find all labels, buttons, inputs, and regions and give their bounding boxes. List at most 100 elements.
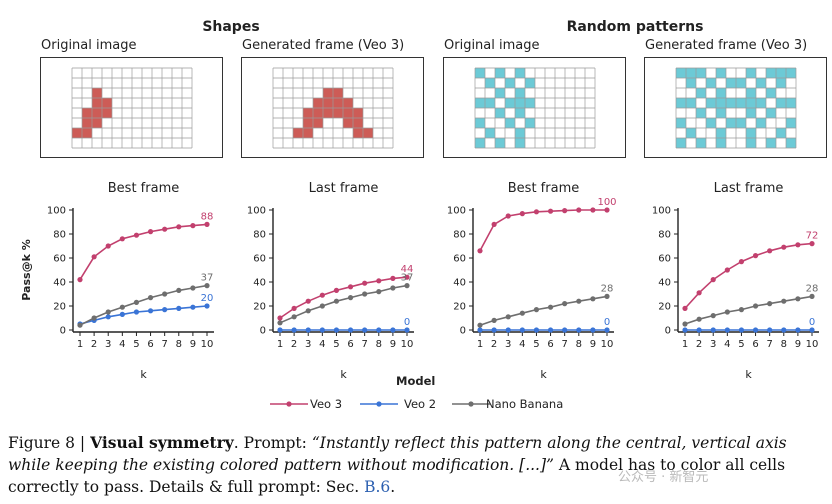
- x-tick-label: 4: [724, 339, 730, 350]
- series-line: [79, 223, 208, 281]
- filled-cell: [505, 118, 515, 128]
- example-caption-1: Original image: [41, 38, 137, 53]
- watermark: 公众号 · 新智元: [618, 470, 709, 485]
- data-point: [105, 243, 111, 249]
- filled-cell: [756, 78, 766, 88]
- chart-last-frame-patterns: Last frame 0 20 40 60 80 100 1 2 3 4 5 6 7 8 9 10 k 72 0 28: [652, 181, 819, 381]
- data-point: [305, 298, 311, 304]
- x-tick-label: 5: [333, 339, 339, 350]
- filled-cell: [696, 88, 706, 98]
- data-point: [291, 305, 297, 311]
- filled-cell: [505, 98, 515, 108]
- filled-cell: [495, 88, 505, 98]
- data-point: [724, 327, 730, 333]
- filled-cell: [686, 78, 696, 88]
- data-point: [190, 285, 196, 291]
- filled-cell: [92, 88, 102, 98]
- chart-last-frame-shapes: Last frame 0 20 40 60 80 100 1 2 3 4 5 6 7 8 9 10 k 44 0 37: [247, 181, 414, 381]
- x-tick-label: 8: [576, 339, 582, 350]
- data-point: [147, 295, 154, 301]
- y-tick-label: 80: [53, 230, 66, 241]
- x-axis-label: k: [140, 368, 147, 381]
- chart-best-frame-shapes: Best frame 0 20 40 60 80 100 1 2 3 4 5 6 7 8 9 10 k Pass@k…: [20, 181, 214, 381]
- data-point: [477, 248, 483, 254]
- filled-cell: [525, 78, 535, 88]
- filled-cell: [475, 138, 485, 148]
- filled-cell: [736, 78, 746, 88]
- x-tick-label: 2: [291, 339, 297, 350]
- filled-cell: [786, 138, 796, 148]
- chart-title: Last frame: [309, 181, 379, 196]
- data-point: [147, 308, 154, 314]
- data-point: [133, 299, 140, 305]
- x-tick-label: 3: [710, 339, 716, 350]
- y-tick-label: 20: [658, 302, 671, 313]
- x-tick-label: 5: [133, 339, 139, 350]
- filled-cell: [776, 78, 786, 88]
- data-point: [305, 308, 311, 314]
- data-point: [533, 307, 540, 313]
- filled-cell: [676, 98, 686, 108]
- example-caption-3: Original image: [444, 38, 540, 53]
- data-point: [190, 223, 196, 229]
- y-tick-label: 40: [53, 278, 66, 289]
- filled-cell: [333, 98, 343, 108]
- y-tick-label: 80: [253, 230, 266, 241]
- data-point: [809, 327, 815, 333]
- data-point: [710, 313, 716, 319]
- filled-cell: [475, 68, 485, 78]
- filled-cell: [515, 138, 525, 148]
- data-point: [162, 226, 168, 232]
- data-point: [562, 208, 568, 214]
- data-point: [319, 292, 325, 298]
- data-point: [533, 327, 540, 333]
- filled-cell: [766, 108, 776, 118]
- legend-label-nano-banana: Nano Banana: [486, 397, 564, 411]
- caption-section-link[interactable]: B.6: [364, 478, 391, 496]
- filled-cell: [726, 78, 736, 88]
- filled-cell: [776, 68, 786, 78]
- x-tick-label: 9: [590, 339, 596, 350]
- filled-cell: [686, 68, 696, 78]
- data-point: [390, 285, 396, 291]
- data-point: [505, 314, 511, 320]
- filled-cell: [102, 108, 112, 118]
- filled-cell: [495, 138, 505, 148]
- data-point: [91, 315, 97, 321]
- data-point: [696, 290, 702, 296]
- data-point: [204, 221, 210, 227]
- filled-cell: [333, 88, 343, 98]
- x-axis-label: k: [540, 368, 547, 381]
- series-line: [684, 295, 813, 325]
- y-tick-label: 40: [453, 278, 466, 289]
- data-point: [781, 327, 787, 333]
- filled-cell: [746, 128, 756, 138]
- filled-cell: [495, 108, 505, 118]
- x-tick-label: 1: [77, 339, 83, 350]
- legend-label-veo2: Veo 2: [404, 397, 437, 411]
- data-point: [133, 309, 140, 315]
- filled-cell: [686, 128, 696, 138]
- filled-cell: [676, 68, 686, 78]
- filled-cell: [525, 98, 535, 108]
- filled-cell: [696, 68, 706, 78]
- filled-cell: [82, 108, 92, 118]
- filled-cell: [756, 118, 766, 128]
- filled-cell: [343, 118, 353, 128]
- chart-best-frame-patterns: Best frame 0 20 40 60 80 100 1 2 3 4 5 6 7 8 9 10 k 100 0 28: [447, 181, 617, 381]
- data-point: [809, 241, 815, 247]
- filled-cell: [303, 128, 313, 138]
- data-point: [404, 283, 410, 289]
- data-point: [119, 311, 125, 317]
- y-tick-label: 0: [665, 326, 671, 337]
- caption-bold-title: Visual symmetry: [90, 433, 234, 452]
- data-point: [752, 303, 759, 309]
- data-point: [781, 244, 787, 250]
- filled-cell: [485, 78, 495, 88]
- series-line: [279, 284, 408, 324]
- data-point: [547, 304, 554, 310]
- filled-cell: [716, 108, 726, 118]
- x-tick-label: 7: [361, 339, 367, 350]
- data-point: [477, 322, 483, 328]
- filled-cell: [756, 98, 766, 108]
